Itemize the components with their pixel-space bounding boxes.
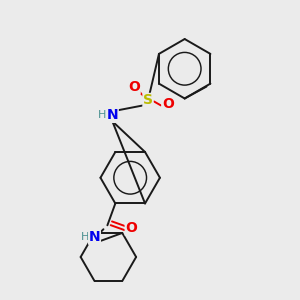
Text: H: H <box>98 110 106 120</box>
Text: N: N <box>106 108 118 122</box>
Text: S: S <box>143 94 153 107</box>
Text: O: O <box>125 221 137 235</box>
Text: O: O <box>128 80 140 94</box>
Text: N: N <box>89 230 100 244</box>
Text: O: O <box>162 98 174 111</box>
Text: H: H <box>80 232 89 242</box>
